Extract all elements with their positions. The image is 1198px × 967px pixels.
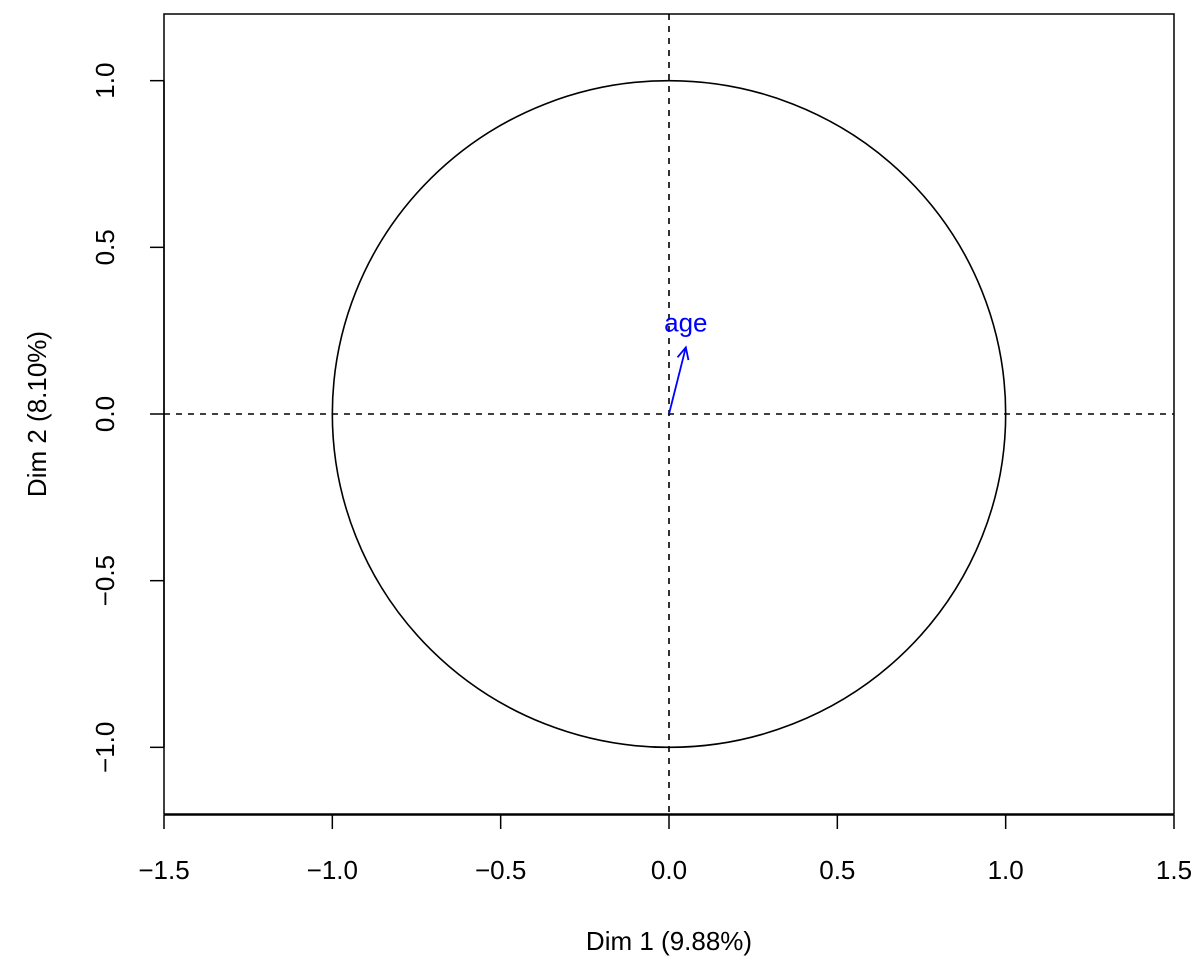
x-tick-label: 0.0 xyxy=(651,855,687,885)
x-axis: −1.5 −1.0 −0.5 0.0 0.5 1.0 1.5 xyxy=(138,814,1192,885)
y-tick-label: 0.0 xyxy=(90,396,120,432)
y-tick-label: 1.0 xyxy=(90,63,120,99)
y-axis: −1.0 −0.5 0.0 0.5 1.0 xyxy=(90,63,165,773)
x-tick-label: 1.5 xyxy=(1156,855,1192,885)
y-tick-label: 0.5 xyxy=(90,229,120,265)
unit-circle xyxy=(331,79,1007,749)
x-tick-label: 1.0 xyxy=(988,855,1024,885)
y-axis-label: Dim 2 (8.10%) xyxy=(22,331,52,497)
vector-arrowhead-age xyxy=(676,345,690,361)
x-tick-label: −0.5 xyxy=(475,855,526,885)
y-tick-label: −1.0 xyxy=(90,722,120,773)
x-tick-label: −1.5 xyxy=(138,855,189,885)
x-axis-label: Dim 1 (9.88%) xyxy=(586,926,752,956)
x-tick-label: 0.5 xyxy=(819,855,855,885)
x-tick-label: −1.0 xyxy=(307,855,358,885)
vector-arrow-age xyxy=(668,347,687,415)
vector-label-age: age xyxy=(664,307,707,337)
y-tick-label: −0.5 xyxy=(90,555,120,606)
plot-area xyxy=(164,14,1174,814)
